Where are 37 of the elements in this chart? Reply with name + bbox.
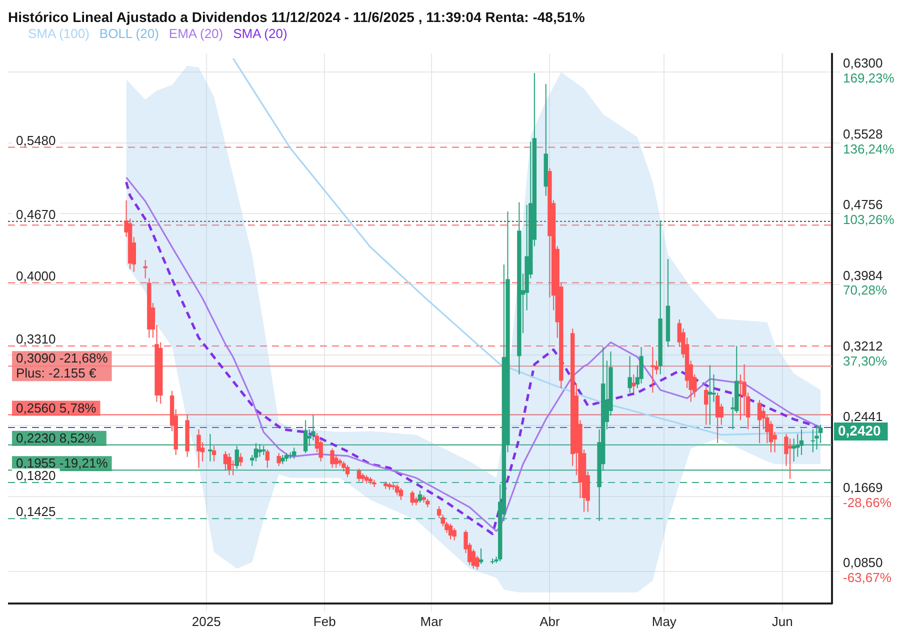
y-tick-label: 0,2441 (843, 409, 883, 424)
x-tick-label: 2025 (192, 614, 221, 629)
y-tick-label: 0,1669 (843, 480, 883, 495)
y2-tick-label: 37,30% (843, 353, 888, 368)
y-tick-label: 0,4756 (843, 197, 883, 212)
x-tick-label: Jun (772, 614, 793, 629)
x-tick-label: Abr (540, 614, 560, 629)
text: SMA (100) (28, 26, 90, 43)
x-tick-label: Feb (313, 614, 336, 629)
x-tick-label: Mar (420, 614, 444, 629)
ref-line-label: 0,2560 5,78% (16, 400, 97, 416)
y2-tick-label: -28,66% (843, 494, 892, 510)
ref-line-label: 0,1425 (16, 504, 56, 520)
x-tick-label: May (652, 614, 677, 629)
ref-line-label: 0,3090 -21,68% Plus: -2.155 € (16, 350, 108, 381)
ref-line-label: 0,4670 (16, 207, 56, 222)
legend-label: BOLL (20) (99, 26, 159, 43)
chart-title: Histórico Lineal Ajustado a Dividendos 11/12/2024 - 11/6/2025 , 11:39:04 Renta: -48,51% (8, 8, 586, 26)
y2-tick-label: 70,28% (843, 282, 888, 298)
y-tick-label: 0,6300 (843, 56, 883, 71)
y2-tick-label: -63,67% (843, 570, 892, 585)
y-tick-label: 0,5528 (843, 126, 883, 142)
y2-tick-label: 169,23% (843, 70, 895, 86)
y-tick-label: 0,3212 (843, 338, 883, 354)
ref-line-label: 0,5480 (16, 132, 56, 148)
text: SMA (20) (233, 26, 288, 43)
ref-line-label: 0,1955 -19,21% (16, 456, 108, 471)
ref-line-label: 0,3310 (16, 332, 56, 347)
ref-line-label: 0,2420 (838, 422, 882, 438)
text: EMA (20) (168, 26, 224, 43)
y2-tick-label: 103,26% (843, 212, 895, 228)
ref-line-label: 0,1820 (16, 468, 56, 484)
ref-line-label: 0,4000 (16, 268, 56, 284)
y-tick-label: 0,0850 (843, 554, 883, 570)
y-tick-label: 0,3984 (843, 268, 883, 283)
ref-line-label: 0,2230 8,52% (16, 430, 97, 446)
y2-tick-label: 136,24% (843, 141, 895, 156)
